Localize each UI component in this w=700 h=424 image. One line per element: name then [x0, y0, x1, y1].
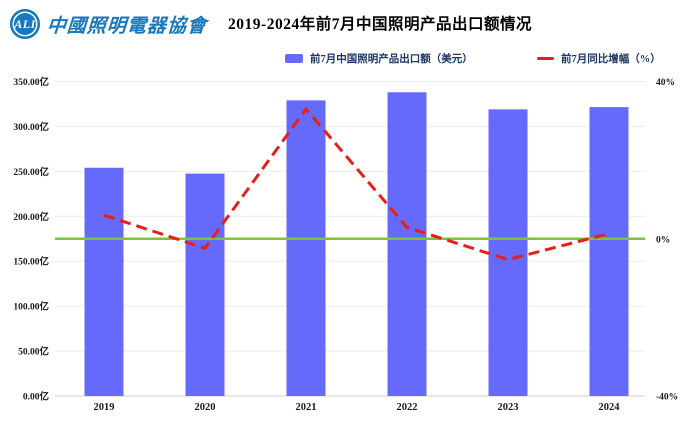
cali-logo-circle: ALI [10, 9, 40, 39]
y-axis-label: 300.00亿 [13, 121, 49, 133]
bar-2020 [185, 173, 225, 396]
y-axis-label: 250.00亿 [13, 166, 49, 178]
legend-growth-label: 前7月同比增幅（%） [561, 54, 661, 65]
legend-export-label: 前7月中国照明产品出口额（美元） [310, 54, 473, 65]
y-axis-label: 100.00亿 [13, 301, 49, 313]
y-axis-label: 50.00亿 [18, 346, 49, 358]
y-axis-label: 0.00亿 [23, 391, 50, 403]
cali-logo: ALI 中國照明電器協會 [10, 9, 208, 39]
x-axis-label: 2024 [599, 402, 621, 413]
x-axis-label: 2019 [94, 402, 115, 413]
y-axis-label: 150.00亿 [13, 256, 49, 268]
x-axis-label: 2023 [498, 402, 519, 413]
x-axis-label: 2021 [296, 402, 317, 413]
bar-2021 [286, 100, 326, 397]
y2-axis-label: -40% [656, 393, 678, 403]
y-axis-label: 200.00亿 [13, 211, 49, 223]
y2-axis-label: 0% [656, 235, 670, 245]
legend-item-export: 前7月中国照明产品出口额（美元） [285, 51, 473, 66]
bar-2023 [488, 109, 528, 396]
cali-logo-abbr: ALI [14, 16, 36, 31]
bar-2022 [387, 92, 427, 396]
growth-line [103, 106, 610, 262]
y-axis-label: 350.00亿 [13, 76, 49, 88]
x-axis-label: 2020 [195, 402, 216, 413]
legend-export-swatch [285, 54, 303, 63]
x-axis-label: 2022 [397, 402, 418, 413]
chart-title: 2019-2024年前7月中国照明产品出口额情况 [228, 16, 532, 33]
bar-2019 [84, 167, 124, 396]
legend-growth-swatch [537, 56, 554, 61]
bar-2024 [589, 107, 629, 396]
y2-axis-label: 40% [656, 78, 675, 88]
legend-item-growth: 前7月同比增幅（%） [537, 51, 661, 66]
